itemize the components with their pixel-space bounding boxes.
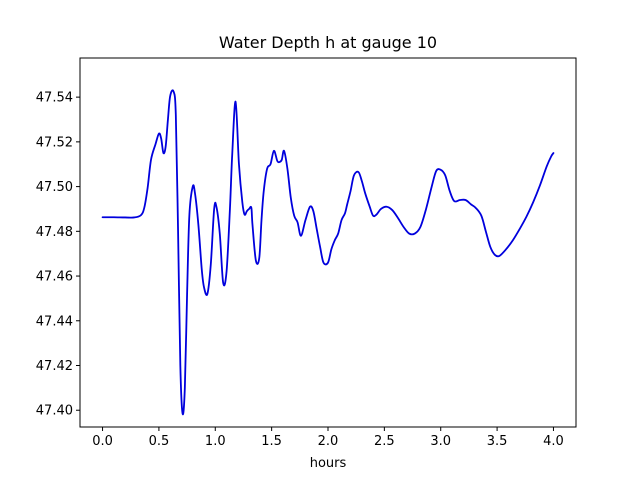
x-tick-label: 0.5 (149, 434, 170, 449)
x-axis-label: hours (310, 456, 347, 471)
x-tick-label: 3.5 (487, 434, 508, 449)
x-tick-label: 3.0 (430, 434, 451, 449)
y-tick-label: 47.50 (36, 180, 73, 195)
y-tick-label: 47.40 (36, 404, 73, 419)
x-tick-label: 1.5 (261, 434, 282, 449)
y-tick-label: 47.48 (36, 225, 73, 240)
series-line (101, 89, 555, 416)
series-layer (101, 89, 555, 416)
x-tick-label: 0.0 (92, 434, 113, 449)
y-tick-label: 47.52 (36, 135, 73, 150)
y-tick-label: 47.46 (36, 270, 73, 285)
y-axis: 47.40 47.42 47.44 47.46 47.48 47.50 47.52 47.54 (36, 91, 80, 419)
y-tick-label: 47.44 (36, 314, 73, 329)
plot-area (80, 58, 576, 427)
x-tick-label: 2.0 (318, 434, 339, 449)
y-tick-label: 47.54 (36, 91, 73, 106)
y-tick-label: 47.42 (36, 359, 73, 374)
x-tick-label: 4.0 (543, 434, 564, 449)
x-tick-label: 2.5 (374, 434, 395, 449)
x-axis: 0.0 0.5 1.0 1.5 2.0 2.5 3.0 3.5 4.0 (92, 427, 564, 449)
x-tick-label: 1.0 (205, 434, 226, 449)
chart-title: Water Depth h at gauge 10 (219, 33, 437, 52)
plot-frame (79, 57, 577, 428)
